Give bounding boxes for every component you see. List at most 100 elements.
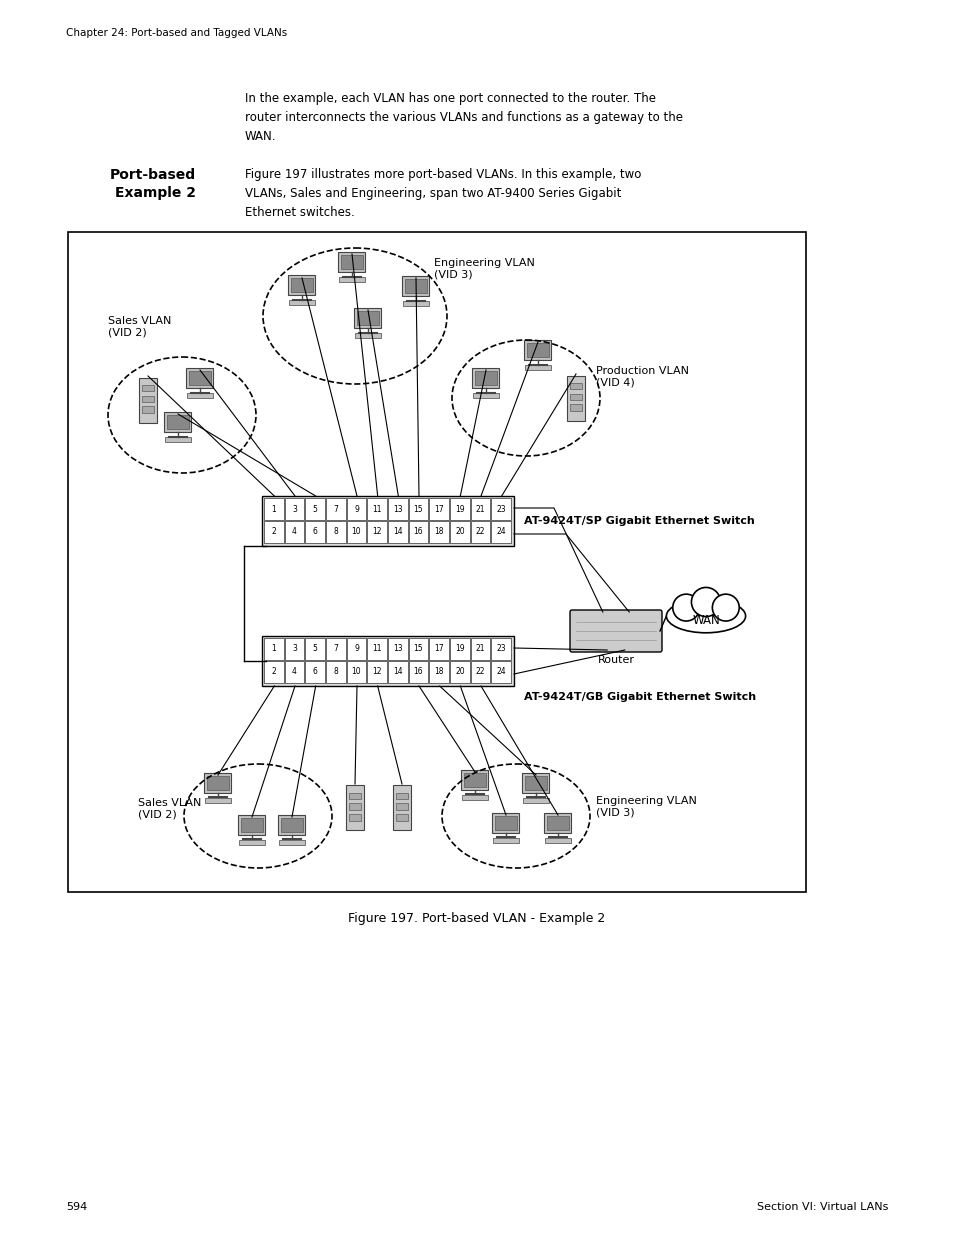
Bar bbox=[204, 773, 232, 793]
Text: 7: 7 bbox=[333, 505, 338, 514]
Text: Figure 197. Port-based VLAN - Example 2: Figure 197. Port-based VLAN - Example 2 bbox=[348, 911, 605, 925]
Bar bbox=[349, 793, 361, 799]
Bar bbox=[189, 370, 211, 385]
Bar bbox=[524, 340, 551, 359]
Text: AT-9424T/GB Gigabit Ethernet Switch: AT-9424T/GB Gigabit Ethernet Switch bbox=[523, 692, 756, 701]
Bar bbox=[264, 498, 283, 520]
Bar bbox=[470, 521, 490, 543]
Bar bbox=[569, 383, 581, 389]
Bar bbox=[326, 521, 345, 543]
Text: 16: 16 bbox=[414, 527, 423, 536]
Bar bbox=[367, 638, 387, 659]
Text: WAN: WAN bbox=[691, 614, 720, 626]
Bar bbox=[305, 521, 325, 543]
Bar bbox=[566, 375, 584, 420]
Circle shape bbox=[691, 588, 720, 616]
Bar bbox=[470, 498, 490, 520]
Text: Example 2: Example 2 bbox=[115, 186, 195, 200]
Bar bbox=[491, 638, 511, 659]
Bar bbox=[346, 521, 366, 543]
Bar bbox=[429, 661, 449, 683]
Bar bbox=[388, 638, 407, 659]
Circle shape bbox=[672, 594, 699, 621]
Bar bbox=[142, 384, 154, 391]
Bar bbox=[284, 638, 304, 659]
Bar bbox=[367, 661, 387, 683]
Text: Figure 197 illustrates more port-based VLANs. In this example, two
VLANs, Sales : Figure 197 illustrates more port-based V… bbox=[245, 168, 640, 219]
FancyBboxPatch shape bbox=[569, 610, 661, 652]
Text: 19: 19 bbox=[455, 645, 464, 653]
Bar bbox=[262, 636, 514, 685]
Text: 4: 4 bbox=[292, 527, 296, 536]
Text: 11: 11 bbox=[372, 505, 381, 514]
Bar bbox=[284, 498, 304, 520]
Bar bbox=[349, 814, 361, 820]
Ellipse shape bbox=[666, 599, 745, 632]
Bar bbox=[450, 498, 469, 520]
Bar bbox=[346, 785, 364, 830]
Bar bbox=[408, 661, 428, 683]
Bar bbox=[569, 394, 581, 400]
Bar bbox=[462, 795, 487, 800]
Bar bbox=[544, 813, 571, 832]
Text: 24: 24 bbox=[496, 527, 505, 536]
Bar bbox=[341, 254, 362, 269]
Bar bbox=[278, 815, 305, 835]
Bar bbox=[408, 521, 428, 543]
Text: Production VLAN
(VID 4): Production VLAN (VID 4) bbox=[596, 366, 688, 388]
Bar bbox=[450, 661, 469, 683]
Text: 14: 14 bbox=[393, 667, 402, 677]
Bar bbox=[450, 521, 469, 543]
Bar bbox=[395, 804, 408, 810]
Bar bbox=[305, 498, 325, 520]
Bar bbox=[470, 638, 490, 659]
Bar bbox=[355, 309, 381, 329]
Text: 18: 18 bbox=[434, 527, 443, 536]
Bar bbox=[349, 804, 361, 810]
Text: 6: 6 bbox=[313, 527, 317, 536]
Text: 11: 11 bbox=[372, 645, 381, 653]
Text: 1: 1 bbox=[272, 645, 276, 653]
Text: 5: 5 bbox=[313, 645, 317, 653]
Bar bbox=[472, 368, 499, 388]
Circle shape bbox=[712, 594, 739, 621]
Bar bbox=[291, 278, 313, 293]
Text: 12: 12 bbox=[372, 527, 381, 536]
Text: 24: 24 bbox=[496, 667, 505, 677]
Text: 2: 2 bbox=[272, 667, 276, 677]
Bar bbox=[388, 498, 407, 520]
Bar bbox=[305, 638, 325, 659]
Text: 21: 21 bbox=[476, 645, 485, 653]
Bar bbox=[281, 818, 302, 832]
Text: Router: Router bbox=[597, 655, 634, 664]
Text: 19: 19 bbox=[455, 505, 464, 514]
Text: 594: 594 bbox=[66, 1202, 87, 1212]
Bar bbox=[367, 498, 387, 520]
Text: Chapter 24: Port-based and Tagged VLANs: Chapter 24: Port-based and Tagged VLANs bbox=[66, 28, 287, 38]
Bar bbox=[450, 638, 469, 659]
Text: 5: 5 bbox=[313, 505, 317, 514]
Text: 10: 10 bbox=[352, 527, 361, 536]
Bar bbox=[395, 793, 408, 799]
Text: 4: 4 bbox=[292, 667, 296, 677]
Text: 1: 1 bbox=[272, 505, 276, 514]
Bar bbox=[346, 638, 366, 659]
Bar bbox=[264, 521, 283, 543]
Bar bbox=[429, 638, 449, 659]
Bar bbox=[346, 661, 366, 683]
Text: 16: 16 bbox=[414, 667, 423, 677]
Text: 8: 8 bbox=[334, 527, 338, 536]
Text: Section VI: Virtual LANs: Section VI: Virtual LANs bbox=[756, 1202, 887, 1212]
Bar bbox=[388, 661, 407, 683]
Bar bbox=[289, 300, 314, 305]
Text: 6: 6 bbox=[313, 667, 317, 677]
Text: 8: 8 bbox=[334, 667, 338, 677]
Text: 20: 20 bbox=[455, 667, 464, 677]
Bar bbox=[186, 368, 213, 388]
Text: 9: 9 bbox=[354, 505, 358, 514]
Text: In the example, each VLAN has one port connected to the router. The
router inter: In the example, each VLAN has one port c… bbox=[245, 91, 682, 143]
Bar bbox=[547, 816, 568, 830]
Bar bbox=[545, 839, 570, 844]
Bar bbox=[239, 840, 264, 845]
Bar bbox=[402, 277, 429, 296]
